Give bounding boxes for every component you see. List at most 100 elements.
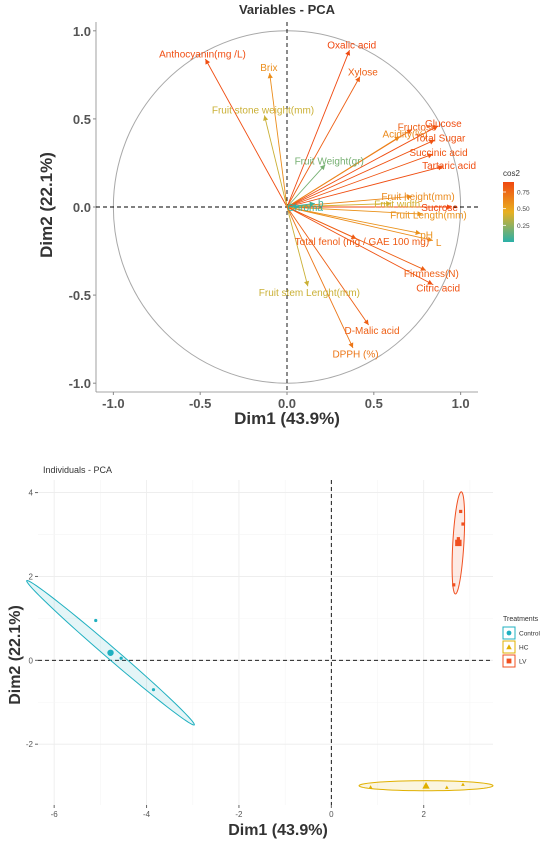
variable-arrow-head (406, 194, 413, 200)
variables-chart-title: Variables - PCA (239, 2, 336, 17)
mean-point-hc (422, 782, 430, 789)
variable-label: DPPH (%) (332, 349, 378, 360)
variable-label: Chroma (287, 203, 323, 214)
variable-label: pH (420, 231, 433, 242)
variable-arrow (204, 58, 288, 208)
variable-label: Succinic acid (409, 148, 467, 159)
variable-arrow (286, 166, 444, 208)
point-lv (456, 537, 460, 541)
individuals-y-tick-label: 2 (29, 572, 34, 581)
variable-arrow-head (427, 236, 433, 242)
variables-y-tick-label: -1.0 (69, 376, 91, 391)
individuals-x-tick-label: 2 (421, 810, 426, 819)
mean-point-lv (455, 539, 462, 547)
variable-arrows (204, 50, 452, 349)
variable-arrow (286, 164, 326, 208)
variable-arrow-head (427, 279, 433, 285)
mean-point-control (107, 649, 114, 656)
individuals-chart-title: Individuals - PCA (43, 465, 112, 475)
variables-y-axis-label: Dim2 (22.1%) (37, 152, 56, 258)
variable-arrow (286, 206, 434, 285)
variable-label: Fruit stone weight(mm) (212, 106, 314, 117)
variable-arrow-head (415, 229, 421, 236)
variable-label: Fruit stem Lenght(mm) (259, 288, 360, 299)
individuals-y-tick-label: 4 (29, 489, 34, 498)
variables-x-tick-label: 0.5 (365, 396, 383, 411)
individuals-x-tick-label: -2 (235, 810, 243, 819)
variable-arrow (286, 206, 354, 349)
variable-arrow (286, 125, 439, 208)
individuals-x-tick-label: -4 (143, 810, 151, 819)
cos2-tick-label: 0.50 (517, 206, 530, 213)
variable-label: Anthocyanin(mg /L) (159, 50, 246, 61)
variable-label: L (436, 238, 442, 249)
individuals-x-tick-label: 0 (329, 810, 334, 819)
variable-arrow (286, 195, 413, 208)
variable-arrow (286, 206, 427, 271)
point-hc (461, 782, 465, 786)
variable-arrow (269, 73, 288, 208)
variable-arrow-head (363, 319, 369, 326)
point-control (94, 618, 98, 623)
individuals-axes: -6 -4 -2 0 2 -2 0 2 4 (26, 480, 493, 819)
variables-x-tick-label: 0.0 (278, 396, 296, 411)
variables-y-tick-label: 0.0 (73, 200, 91, 215)
individuals-y-axis-label: Dim2 (22.1%) (7, 605, 24, 705)
variable-arrow-head (428, 139, 435, 145)
variable-arrow-head (345, 50, 351, 56)
variable-arrow (286, 206, 421, 234)
individuals-y-tick-label: 0 (29, 656, 34, 665)
variable-arrow (286, 203, 392, 208)
variables-x-tick-label: -1.0 (102, 396, 124, 411)
cos2-legend: cos2 0.25 0.50 0.75 (503, 169, 530, 242)
variable-arrow-head (309, 201, 315, 207)
individuals-grid (38, 480, 493, 805)
variable-arrow-head (267, 73, 273, 79)
variable-arrow (286, 139, 435, 208)
treatments-legend: Treatments Control HC LV (502, 616, 541, 668)
variable-arrow-head (263, 115, 269, 121)
treatments-legend-symbol-control (506, 630, 512, 636)
variable-label: Fruit height(mm) (381, 192, 454, 203)
individuals-pca-panel: Individuals - PCA -6 -4 -2 0 2 -2 0 2 4 Dim1 (43… (7, 465, 541, 839)
treatments-legend-label: Control (519, 631, 541, 638)
variable-arrow-head (205, 59, 211, 65)
variable-label: Total fenol (mg / GAE 100 mg) (295, 237, 430, 248)
cos2-tick-label: 0.75 (517, 190, 530, 197)
variables-y-tick-label: -0.5 (69, 288, 91, 303)
variable-arrow (263, 115, 288, 208)
point-lv (459, 509, 463, 514)
treatments-legend-title: Treatments (503, 616, 539, 623)
variable-label: D-Malic acid (345, 326, 400, 337)
cos2-legend-ticks: 0.25 0.50 0.75 (503, 190, 530, 230)
variable-label: Citric acid (416, 283, 460, 294)
variable-arrow-head (406, 129, 413, 135)
cos2-colorbar (503, 182, 514, 242)
variable-label: Fruit width (374, 199, 420, 210)
variable-label: Sucrose (421, 203, 458, 214)
variable-label: Total Sugar (415, 134, 466, 145)
variable-arrow-head (427, 153, 433, 159)
individuals-x-axis-label: Dim1 (43.9%) (228, 822, 328, 839)
variable-label: Tartaric acid (422, 161, 476, 172)
variable-arrow-head (319, 164, 326, 171)
variables-x-tick-label: 1.0 (452, 396, 470, 411)
variable-label: Xylose (348, 67, 378, 78)
variables-y-tick-label: 1.0 (73, 24, 91, 39)
point-control (119, 656, 123, 660)
variable-arrow-head (386, 201, 392, 207)
variable-arrow (286, 206, 369, 326)
variables-y-tick-label: 0.5 (73, 112, 91, 127)
variable-label: Fruit Weight(gr) (295, 156, 364, 167)
variable-arrow-head (394, 136, 400, 142)
variables-pca-panel: Variables - PCA -1.0 -0.5 0.0 0.5 1.0 -1.0 -0.… (37, 2, 530, 428)
variable-arrow (286, 50, 350, 208)
treatments-legend-symbol-hc (506, 644, 512, 650)
variable-arrow (286, 136, 401, 208)
variable-arrow (286, 206, 423, 215)
variable-arrow-head (437, 165, 444, 171)
variable-label: Firmness(N) (404, 269, 459, 280)
treatments-legend-items: Control HC LV (502, 626, 541, 668)
variable-arrow-head (420, 265, 426, 271)
